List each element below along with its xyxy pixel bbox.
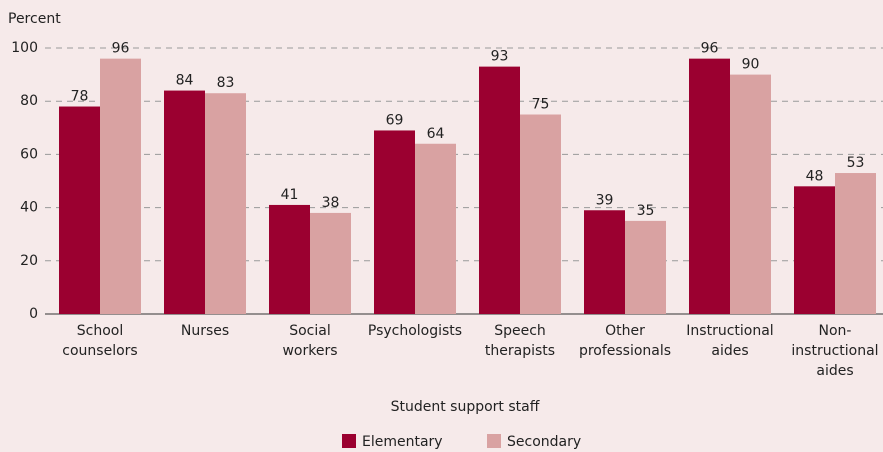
data-label: 53: [847, 155, 865, 171]
bar: [625, 220, 666, 314]
x-tick-label: Non-instructional aides: [791, 323, 878, 379]
bar: [100, 58, 141, 314]
x-tick-label: Psychologists: [368, 323, 462, 339]
legend-label: Elementary: [362, 434, 443, 450]
data-label: 93: [491, 49, 509, 65]
bar: [520, 114, 561, 314]
bar: [205, 93, 246, 314]
y-tick-label: 40: [20, 200, 38, 216]
x-tick-label: Social workers: [282, 323, 337, 359]
x-axis-label: Student support staff: [391, 399, 540, 415]
bar: [269, 204, 310, 314]
y-tick-label: 20: [20, 253, 38, 269]
bar: [310, 212, 351, 314]
data-label: 78: [71, 89, 89, 105]
bar: [415, 143, 456, 314]
data-label: 83: [217, 75, 235, 91]
bar: [479, 66, 520, 315]
y-tick-label: 0: [29, 306, 38, 322]
data-label: 38: [322, 195, 340, 211]
x-tick-label: Instructional aides: [686, 323, 773, 359]
bar: [835, 173, 876, 314]
y-axis-label: Percent: [8, 11, 61, 27]
data-label: 90: [742, 57, 760, 73]
bar: [164, 90, 205, 314]
data-label: 41: [281, 187, 299, 203]
legend-swatch: [487, 434, 501, 448]
data-label: 64: [427, 126, 445, 142]
data-label: 39: [596, 192, 614, 208]
data-label: 84: [176, 73, 194, 89]
data-label: 75: [532, 97, 550, 113]
x-tick-label: Nurses: [181, 323, 229, 339]
data-label: 96: [701, 41, 719, 57]
data-label: 69: [386, 112, 404, 128]
bar: [794, 186, 835, 314]
bar: [584, 210, 625, 314]
y-tick-label: 60: [20, 146, 38, 162]
y-tick-label: 80: [20, 93, 38, 109]
x-tick-label: Other professionals: [579, 323, 671, 359]
y-tick-label: 100: [11, 40, 38, 56]
x-tick-label: Speech therapists: [485, 323, 555, 359]
data-label: 35: [637, 203, 655, 219]
x-tick-label: School counselors: [62, 323, 137, 359]
bar: [689, 58, 730, 314]
data-label: 96: [112, 41, 130, 57]
data-label: 48: [806, 168, 824, 184]
legend-label: Secondary: [507, 434, 581, 450]
legend-swatch: [342, 434, 356, 448]
bar: [374, 130, 415, 314]
bar: [730, 74, 771, 314]
bar: [59, 106, 100, 315]
